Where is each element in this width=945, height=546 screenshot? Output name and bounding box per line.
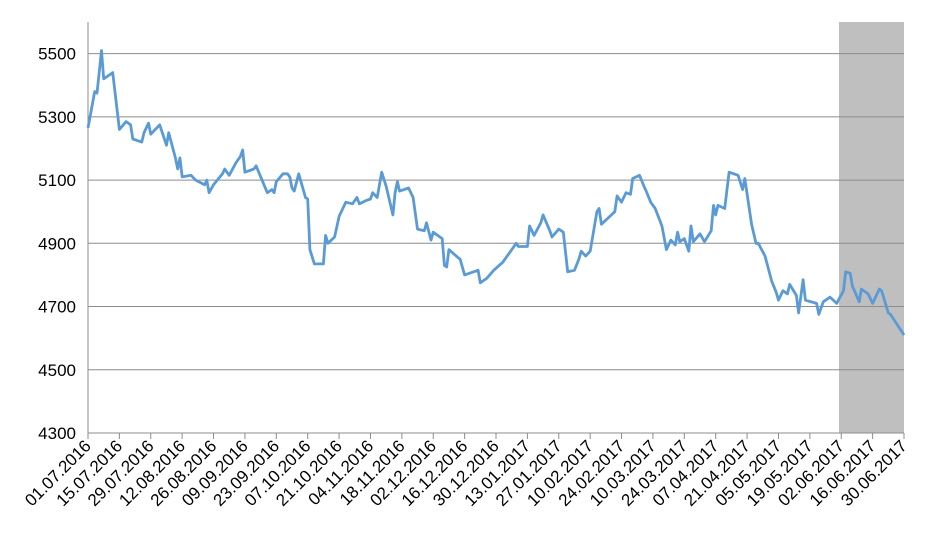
y-tick-label: 5100 — [38, 171, 76, 190]
y-tick-label: 5500 — [38, 45, 76, 64]
shaded-period — [838, 22, 904, 433]
y-tick-label: 4500 — [38, 361, 76, 380]
y-tick-label: 4900 — [38, 234, 76, 253]
y-tick-label: 4700 — [38, 298, 76, 317]
price-line — [86, 49, 906, 336]
y-tick-label: 5300 — [38, 108, 76, 127]
y-tick-label: 4300 — [38, 424, 76, 443]
